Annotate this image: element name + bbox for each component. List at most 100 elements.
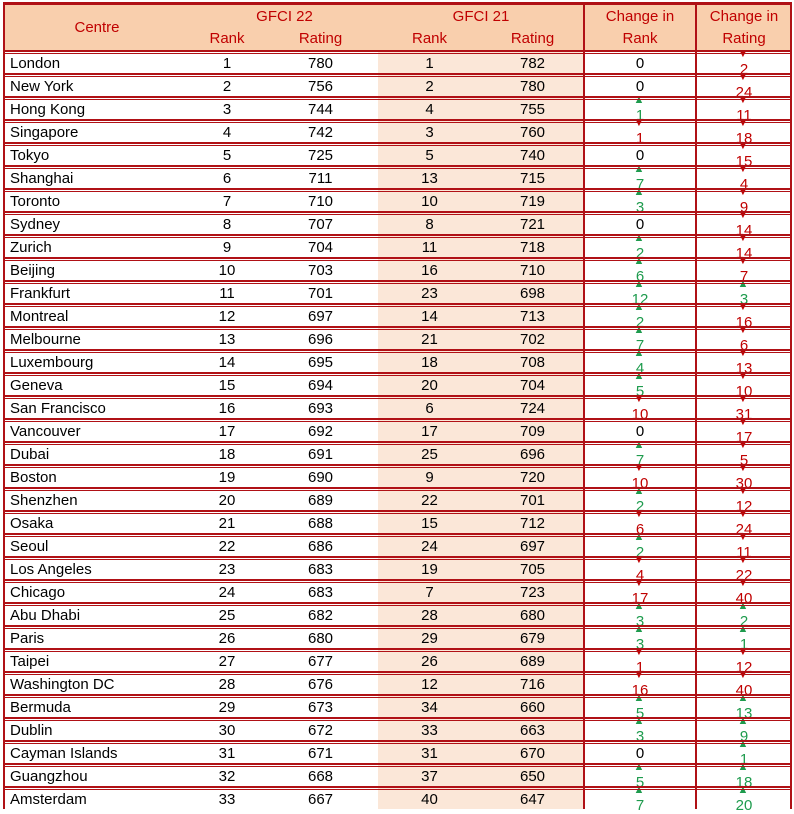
change-in-rank-cell: 0 [635, 78, 645, 95]
gfci21-rating-cell: 719 [519, 193, 546, 210]
change-value: 20 [735, 797, 753, 814]
gfci22-rating-cell: 676 [307, 676, 334, 693]
table-row: Beijing 10 703 16 710 ▲ 6 ▼ 7 [3, 256, 792, 285]
gfci21-rank-cell: 5 [425, 147, 434, 164]
down-arrow-icon: ▼ [737, 647, 749, 658]
gfci22-rating-cell: 701 [307, 285, 334, 302]
up-arrow-icon: ▲ [737, 279, 749, 290]
header-gfci22-rank: Rank [209, 30, 245, 47]
down-arrow-icon: ▼ [737, 302, 749, 313]
down-arrow-icon: ▼ [737, 256, 749, 267]
table-left-border [3, 5, 5, 809]
gfci22-rating-cell: 692 [307, 423, 334, 440]
table-row: Tokyo 5 725 5 740 0 ▼ 15 [3, 141, 792, 170]
gfci21-rating-cell: 723 [519, 584, 546, 601]
change-in-rating-cell: ▼ 5 [696, 440, 792, 469]
centre-cell: Melbourne [10, 331, 81, 348]
centre-cell: Osaka [10, 515, 54, 532]
gfci21-rank-cell: 18 [421, 354, 438, 371]
header-change-in-rank-line2: Rank [622, 29, 658, 47]
centre-cell: Boston [10, 469, 57, 486]
centre-cell: Dublin [10, 722, 53, 739]
change-in-rank-cell: ▲ 1 [584, 95, 696, 124]
table-row: London 1 780 1 782 0 ▼ 2 [3, 49, 792, 78]
gfci21-rating-cell: 782 [519, 55, 546, 72]
change-in-rank-cell: ▼ 1 [584, 118, 696, 147]
centre-cell: Cayman Islands [10, 745, 118, 762]
down-arrow-icon: ▼ [737, 348, 749, 359]
table-row: Taipei 27 677 26 689 ▼ 1 ▼ 12 [3, 647, 792, 676]
row-separator [3, 349, 792, 353]
centre-cell: London [10, 55, 61, 72]
change-in-rank-cell: ▲ 6 [584, 256, 696, 285]
gfci22-rating-cell: 710 [307, 193, 334, 210]
row-separator [3, 464, 792, 468]
table-row: Guangzhou 32 668 37 650 ▲ 5 ▲ 18 [3, 762, 792, 791]
gfci22-rank-cell: 6 [222, 170, 232, 187]
gfci22-rank-cell: 9 [222, 239, 232, 256]
gfci22-rank-cell: 22 [218, 538, 236, 555]
row-separator [3, 188, 792, 192]
change-in-rank-cell: 0 [635, 745, 645, 762]
change-value: 5 [635, 705, 645, 722]
table-row: Zurich 9 704 11 718 ▲ 2 ▼ 14 [3, 233, 792, 262]
centre-cell: Shanghai [10, 170, 74, 187]
gfci22-rating-cell: 667 [307, 791, 334, 808]
down-arrow-icon: ▼ [737, 118, 749, 129]
gfci21-rating-cell: 720 [519, 469, 546, 486]
gfci22-rank-cell: 7 [222, 193, 232, 210]
row-separator [3, 510, 792, 514]
gfci22-rank-cell: 3 [222, 101, 232, 118]
down-arrow-icon: ▼ [737, 532, 749, 543]
gfci21-rating-cell: 724 [519, 400, 546, 417]
header-gfci22-rating: Rating [298, 30, 343, 47]
down-arrow-icon: ▼ [737, 141, 749, 152]
gfci22-rating-cell: 671 [307, 745, 334, 762]
gfci21-rating-cell: 679 [519, 630, 546, 647]
gfci22-rating-cell: 672 [307, 722, 334, 739]
gfci21-rank-cell: 28 [421, 607, 438, 624]
gfci22-rating-cell: 707 [307, 216, 334, 233]
up-arrow-icon: ▲ [633, 302, 645, 313]
centre-cell: Singapore [10, 124, 79, 141]
centre-cell: Tokyo [10, 147, 50, 164]
centre-cell: Washington DC [10, 676, 115, 693]
change-value: 6 [635, 521, 645, 538]
gfci21-rating-cell: 709 [519, 423, 546, 440]
header-change-in-rating: Change in Rating [696, 5, 792, 50]
gfci22-rank-cell: 31 [218, 745, 236, 762]
row-separator [3, 418, 792, 422]
centre-cell: Beijing [10, 262, 56, 279]
table-row: Boston 19 690 9 720 ▼ 10 ▼ 30 [3, 463, 792, 492]
row-separator [3, 50, 792, 54]
gfci22-rating-cell: 688 [307, 515, 334, 532]
row-separator [3, 280, 792, 284]
gfci21-rating-cell: 780 [519, 78, 546, 95]
up-arrow-icon: ▲ [633, 348, 645, 359]
up-arrow-icon: ▲ [633, 187, 645, 198]
gfci22-rank-cell: 25 [218, 607, 236, 624]
gfci21-rating-cell: 689 [519, 653, 546, 670]
gfci21-rank-cell: 13 [421, 170, 438, 187]
row-separator [3, 73, 792, 77]
gfci22-rank-cell: 8 [222, 216, 232, 233]
change-value: 5 [635, 383, 645, 400]
down-arrow-icon: ▼ [737, 72, 749, 83]
gfci22-rating-cell: 744 [307, 101, 334, 118]
gfci22-rating-cell: 682 [307, 607, 334, 624]
down-arrow-icon: ▼ [737, 187, 749, 198]
gfci22-rank-cell: 21 [218, 515, 236, 532]
change-value: 1 [739, 636, 749, 653]
gfci21-rank-cell: 12 [421, 676, 438, 693]
down-arrow-icon: ▼ [737, 417, 749, 428]
gfci22-rating-cell: 677 [307, 653, 334, 670]
change-in-rank-cell: ▲ 7 [584, 325, 696, 354]
gfci21-rating-cell: 760 [519, 124, 546, 141]
centre-cell: Hong Kong [10, 101, 86, 118]
up-arrow-icon: ▲ [633, 279, 645, 290]
table-right-border [790, 5, 792, 809]
gfci21-rank-cell: 22 [421, 492, 438, 509]
up-arrow-icon: ▲ [633, 256, 645, 267]
gfci22-rating-cell: 680 [307, 630, 334, 647]
change-value: 9 [739, 199, 749, 216]
